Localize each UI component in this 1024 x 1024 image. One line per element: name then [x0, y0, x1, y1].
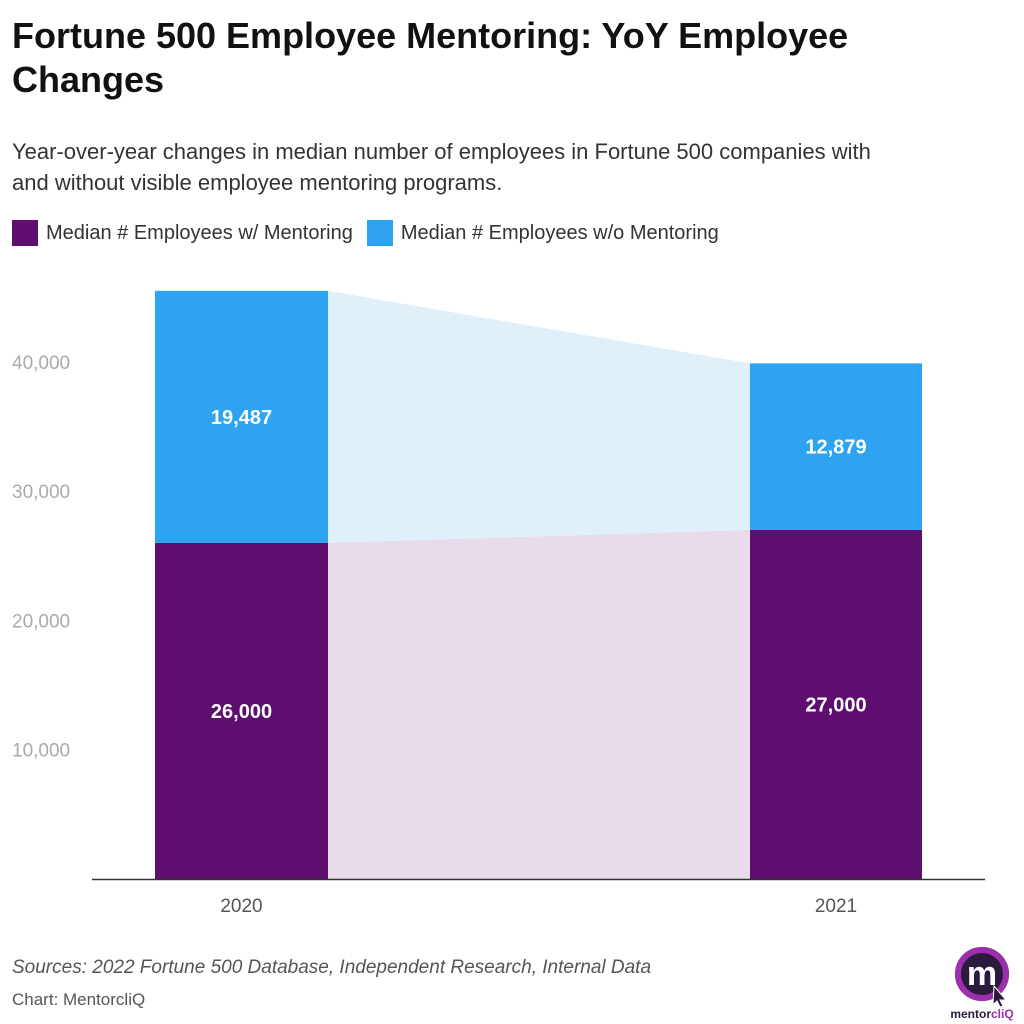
mentorcliq-logo: m mentorcliQ: [946, 944, 1018, 1022]
bar-segment: [750, 529, 922, 879]
bar-segment: [750, 363, 922, 530]
data-label: 26,000: [211, 701, 272, 723]
connector-band-0: [328, 529, 750, 879]
legend-swatch: [12, 220, 38, 246]
x-tick-label: 2021: [815, 896, 857, 917]
chart-subtitle: Year-over-year changes in median number …: [12, 139, 871, 195]
y-tick-label: 40,000: [12, 353, 70, 374]
y-tick-label: 10,000: [12, 741, 70, 762]
data-label: 19,487: [211, 407, 272, 429]
legend: Median # Employees w/ Mentoring Median #…: [12, 220, 719, 246]
svg-text:mentorcliQ: mentorcliQ: [950, 1007, 1013, 1021]
x-tick-label: 2020: [220, 896, 262, 917]
legend-item-with-mentoring: Median # Employees w/ Mentoring: [12, 220, 353, 246]
legend-item-without-mentoring: Median # Employees w/o Mentoring: [366, 220, 719, 246]
data-label: 12,879: [805, 437, 866, 459]
chart-title: Fortune 500 Employee Mentoring: YoY Empl…: [12, 15, 849, 100]
chart-credit: Chart: MentorcliQ: [12, 990, 146, 1009]
legend-label: Median # Employees w/o Mentoring: [400, 221, 719, 244]
data-label: 27,000: [805, 694, 866, 716]
sources-note: Sources: 2022 Fortune 500 Database, Inde…: [12, 957, 652, 978]
y-tick-label: 20,000: [12, 611, 70, 632]
connector-band-1: [328, 290, 750, 543]
svg-text:m: m: [967, 955, 997, 993]
y-tick-label: 30,000: [12, 482, 70, 503]
bar-segment: [155, 290, 328, 543]
bar-segment: [155, 542, 328, 879]
legend-label: Median # Employees w/ Mentoring: [46, 221, 353, 244]
legend-swatch: [366, 220, 393, 246]
